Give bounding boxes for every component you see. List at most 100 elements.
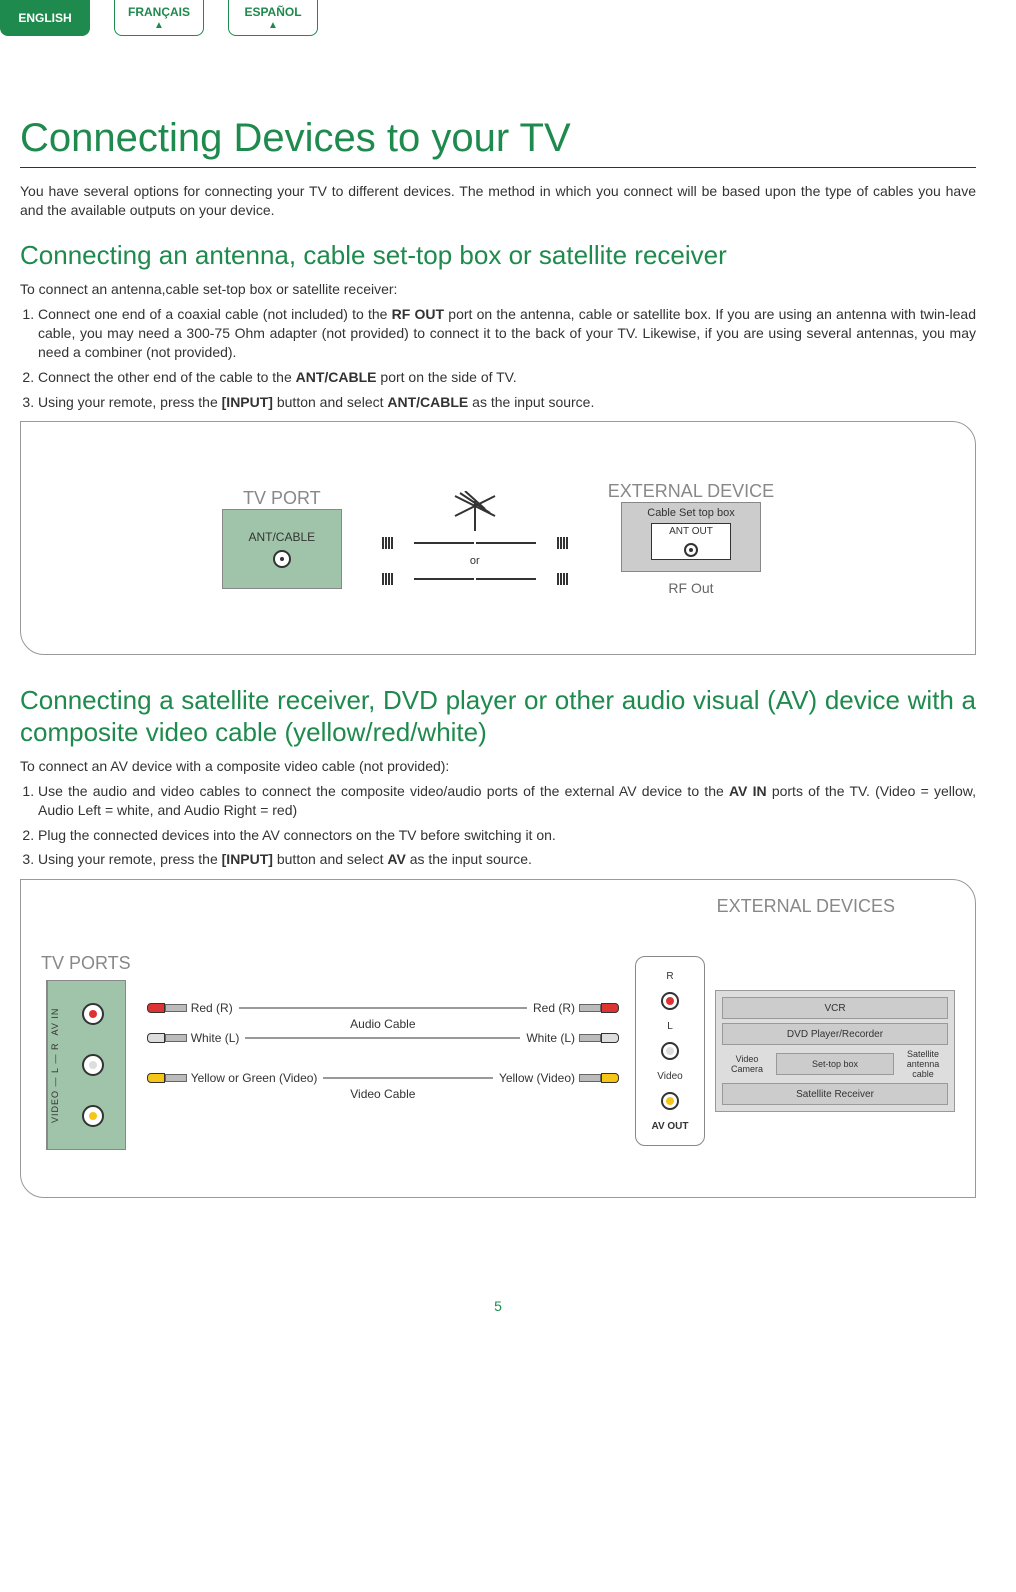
device-label: Satellite antenna cable [898, 1049, 948, 1079]
lang-tab-english[interactable]: ENGLISH [0, 0, 90, 36]
tv-port-label: TV PORT [243, 488, 321, 509]
arrow-up-icon: ▲ [154, 21, 164, 31]
cable-label-right: White (L) [526, 1031, 575, 1045]
rca-plug-white-icon [601, 1033, 619, 1043]
rca-plug-yellow-icon [147, 1073, 165, 1083]
lang-tab-label: ENGLISH [18, 11, 71, 25]
external-devices-stack: VCR DVD Player/Recorder Video Camera Set… [715, 990, 955, 1112]
coax-plug-icon [382, 573, 412, 585]
coax-port-icon [273, 550, 291, 568]
section1-steps: Connect one end of a coaxial cable (not … [20, 305, 976, 411]
external-devices-label: EXTERNAL DEVICES [41, 896, 955, 917]
ant-cable-port: ANT/CABLE [222, 509, 342, 589]
device-label: Video Camera [722, 1054, 772, 1074]
coax-cable-lower [382, 573, 568, 585]
lang-tab-label: ESPAÑOL [244, 5, 301, 19]
language-tabs: ENGLISH FRANÇAIS ▲ ESPAÑOL ▲ [0, 0, 1016, 36]
jack-red-icon [661, 992, 679, 1010]
page-title: Connecting Devices to your TV [20, 116, 976, 168]
step-text: Connect one end of a coaxial cable (not … [38, 305, 976, 362]
device-vcr: VCR [722, 997, 948, 1019]
intro-paragraph: You have several options for connecting … [20, 182, 976, 220]
cable-red: Red (R) Red (R) [147, 1001, 619, 1015]
step-item: Use the audio and video cables to connec… [38, 782, 976, 820]
rca-plug-yellow-icon [601, 1073, 619, 1083]
device-settop: Set-top box [776, 1053, 894, 1075]
coax-plug-icon [538, 573, 568, 585]
step-text: Plug the connected devices into the AV c… [38, 826, 976, 845]
page-number: 5 [20, 1298, 976, 1314]
tv-ports-label: TV PORTS [41, 953, 131, 974]
lang-tab-espanol[interactable]: ESPAÑOL ▲ [228, 0, 318, 36]
avout-video: Video [657, 1071, 682, 1082]
av-in-box: VIDEO — L — R AV IN [46, 980, 126, 1150]
coax-port-icon [684, 543, 698, 557]
step-text: Using your remote, press the [INPUT] but… [38, 850, 976, 869]
step-item: Plug the connected devices into the AV c… [38, 826, 976, 845]
rf-out-label: RF Out [668, 580, 713, 596]
jack-yellow-icon [82, 1105, 104, 1127]
settop-title: Cable Set top box [647, 507, 734, 519]
ant-cable-text: ANT/CABLE [248, 530, 315, 544]
jack-red-icon [82, 1003, 104, 1025]
device-dvd: DVD Player/Recorder [722, 1023, 948, 1045]
step-item: Connect the other end of the cable to th… [38, 368, 976, 387]
section2-title: Connecting a satellite receiver, DVD pla… [20, 685, 976, 747]
external-device-label: EXTERNAL DEVICE [608, 481, 774, 502]
audio-cable-label: Audio Cable [147, 1017, 619, 1031]
device-satellite: Satellite Receiver [722, 1083, 948, 1105]
cable-label-left: White (L) [191, 1031, 240, 1045]
lang-tab-francais[interactable]: FRANÇAIS ▲ [114, 0, 204, 36]
cable-column: Red (R) Red (R) Audio Cable White (L) Wh… [141, 1001, 625, 1101]
device-label: DVD Player/Recorder [787, 1029, 883, 1040]
jack-white-icon [82, 1054, 104, 1076]
cable-label-left: Red (R) [191, 1001, 233, 1015]
avout-l: L [667, 1021, 673, 1032]
lang-tab-label: FRANÇAIS [128, 5, 190, 19]
section1-title: Connecting an antenna, cable set-top box… [20, 240, 976, 271]
section1-lead: To connect an antenna,cable set-top box … [20, 281, 976, 297]
step-text: Use the audio and video cables to connec… [38, 782, 976, 820]
step-text: Connect the other end of the cable to th… [38, 368, 976, 387]
cable-yellow: Yellow or Green (Video) Yellow (Video) [147, 1071, 619, 1085]
ant-out-port: ANT OUT [651, 523, 731, 560]
rca-plug-white-icon [147, 1033, 165, 1043]
tv-ports-block: TV PORTS VIDEO — L — R AV IN [41, 953, 131, 1150]
avout-r: R [666, 971, 673, 982]
antenna-icon [435, 491, 515, 531]
external-device-block: EXTERNAL DEVICE Cable Set top box ANT OU… [608, 481, 774, 596]
or-label: or [470, 555, 480, 567]
video-cable-label: Video Cable [147, 1087, 619, 1101]
coax-cable-upper [382, 537, 568, 549]
jack-white-icon [661, 1042, 679, 1060]
step-text: Using your remote, press the [INPUT] but… [38, 393, 976, 412]
avout-label: AV OUT [651, 1121, 688, 1132]
cable-middle: or [382, 491, 568, 585]
tv-port-block: TV PORT ANT/CABLE [222, 488, 342, 589]
coax-plug-icon [538, 537, 568, 549]
cable-white: White (L) White (L) [147, 1031, 619, 1045]
settop-box: Cable Set top box ANT OUT [621, 502, 761, 572]
step-item: Using your remote, press the [INPUT] but… [38, 393, 976, 412]
cable-label-right: Red (R) [533, 1001, 575, 1015]
rca-plug-red-icon [147, 1003, 165, 1013]
diagram-composite: EXTERNAL DEVICES TV PORTS VIDEO — L — R … [20, 879, 976, 1198]
rca-plug-red-icon [601, 1003, 619, 1013]
device-label: Set-top box [812, 1059, 858, 1069]
page-content: Connecting Devices to your TV You have s… [0, 36, 1016, 1354]
device-label: Satellite Receiver [796, 1089, 874, 1100]
coax-plug-icon [382, 537, 412, 549]
device-label: VCR [824, 1003, 845, 1014]
arrow-up-icon: ▲ [268, 21, 278, 31]
section2-steps: Use the audio and video cables to connec… [20, 782, 976, 870]
av-out-box: R L Video AV OUT [635, 956, 705, 1146]
section2-lead: To connect an AV device with a composite… [20, 758, 976, 774]
ant-out-text: ANT OUT [669, 526, 713, 537]
jack-yellow-icon [661, 1092, 679, 1110]
cable-label-left: Yellow or Green (Video) [191, 1071, 318, 1085]
step-item: Connect one end of a coaxial cable (not … [38, 305, 976, 362]
device-mid-row: Video Camera Set-top box Satellite anten… [722, 1049, 948, 1079]
step-item: Using your remote, press the [INPUT] but… [38, 850, 976, 869]
cable-label-right: Yellow (Video) [499, 1071, 575, 1085]
diagram-antenna: TV PORT ANT/CABLE [20, 421, 976, 655]
